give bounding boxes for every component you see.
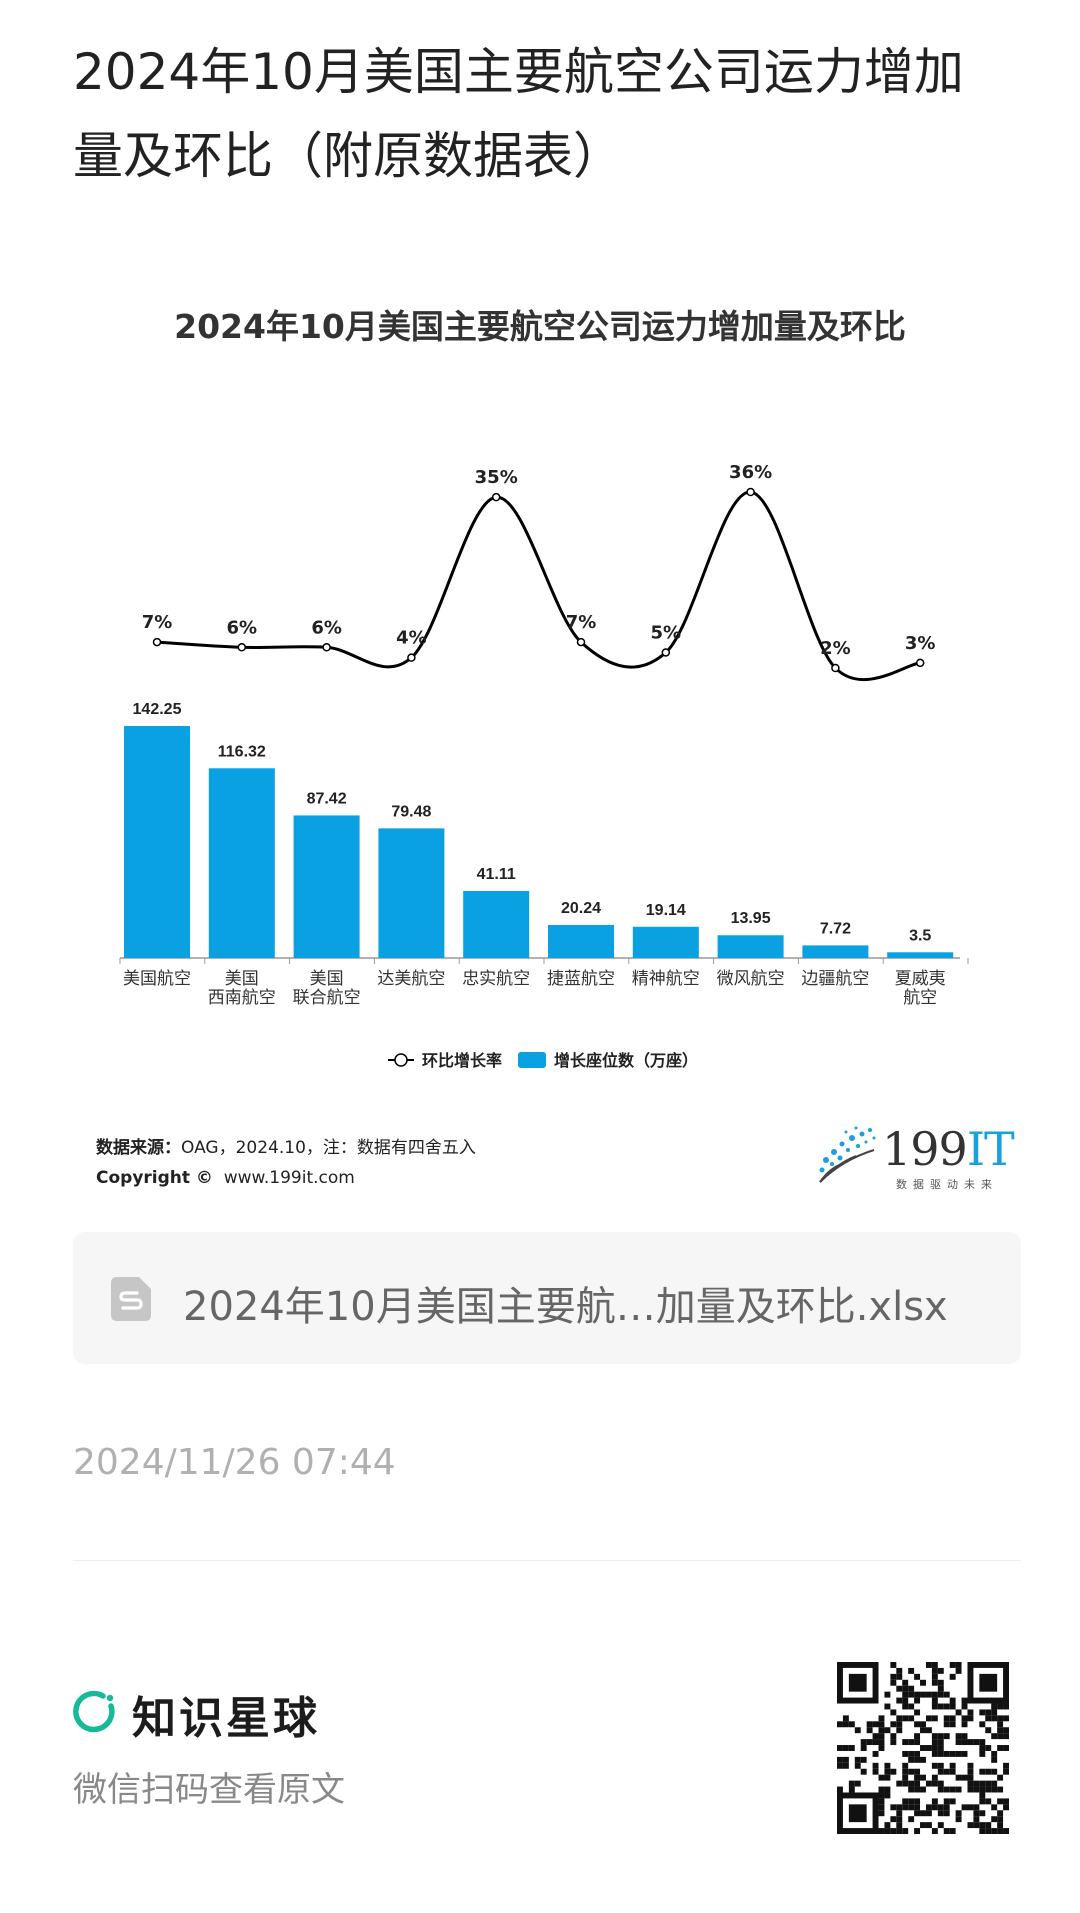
bar-value-label: 142.25 bbox=[133, 701, 182, 718]
line-point bbox=[407, 653, 416, 662]
bar-value-label: 20.24 bbox=[561, 900, 601, 917]
line-point bbox=[322, 643, 331, 652]
bar-value-label: 7.72 bbox=[820, 920, 851, 937]
bar-value-label: 87.42 bbox=[307, 790, 347, 807]
category-label: 微风航空 bbox=[717, 969, 785, 989]
line-value-label: 3% bbox=[905, 633, 936, 654]
bar-value-label: 13.95 bbox=[731, 910, 771, 927]
category-label: 达美航空 bbox=[377, 969, 445, 989]
bar bbox=[293, 815, 360, 958]
scan-hint: 微信扫码查看原文 bbox=[73, 1770, 345, 1810]
line-point bbox=[915, 658, 925, 668]
zsxq-logo-icon bbox=[73, 1690, 115, 1733]
brand-name: 199IT bbox=[882, 1122, 1015, 1176]
category-label: 边疆航空 bbox=[801, 969, 869, 989]
line-point bbox=[831, 663, 840, 673]
line-value-label: 2% bbox=[820, 638, 851, 659]
line-point bbox=[746, 487, 755, 497]
line-value-label: 4% bbox=[396, 628, 427, 649]
bar bbox=[887, 952, 954, 958]
line-value-label: 5% bbox=[651, 622, 682, 643]
line-point bbox=[152, 637, 162, 647]
attachment-file-name[interactable]: 2024年10月美国主要航…加量及环比.xlsx bbox=[183, 1284, 948, 1330]
bar bbox=[124, 726, 190, 958]
bar bbox=[717, 935, 784, 958]
bar bbox=[378, 828, 445, 958]
legend-bar-label: 增长座位数（万座） bbox=[554, 1051, 698, 1070]
category-label: 美国 bbox=[225, 969, 259, 989]
category-label: 忠实航空 bbox=[462, 969, 530, 989]
brand-slogan: 数据驱动未来 bbox=[896, 1178, 998, 1191]
bar bbox=[802, 945, 869, 958]
legend-line-label: 环比增长率 bbox=[422, 1051, 502, 1070]
line-value-label: 6% bbox=[227, 617, 258, 638]
line-value-label: 35% bbox=[475, 467, 518, 488]
line-point bbox=[237, 643, 247, 652]
copyright-url: www.199it.com bbox=[223, 1168, 355, 1188]
bar bbox=[463, 890, 530, 958]
bar bbox=[632, 926, 699, 958]
chart-title: 2024年10月美国主要航空公司运力增加量及环比 bbox=[174, 307, 906, 346]
category-label: 航空 bbox=[903, 988, 937, 1008]
bar bbox=[208, 768, 275, 958]
line-value-label: 6% bbox=[311, 617, 342, 638]
category-label: 美国航空 bbox=[123, 969, 191, 989]
bar bbox=[548, 924, 614, 958]
bar-value-label: 3.5 bbox=[909, 927, 931, 944]
bar-value-label: 116.32 bbox=[218, 743, 266, 760]
line-point bbox=[491, 492, 501, 502]
category-label: 联合航空 bbox=[293, 988, 361, 1008]
post-timestamp: 2024/11/26 07:44 bbox=[73, 1442, 396, 1483]
line-point bbox=[661, 648, 671, 657]
copyright-label: Copyright © bbox=[96, 1168, 213, 1188]
category-label: 夏威夷 bbox=[895, 969, 946, 989]
source-text: OAG，2024.10，注：数据有四舍五入 bbox=[181, 1138, 476, 1158]
legend-line-marker bbox=[394, 1053, 408, 1067]
category-label: 西南航空 bbox=[208, 988, 276, 1008]
line-value-label: 7% bbox=[142, 612, 173, 633]
line-point bbox=[576, 637, 586, 647]
spreadsheet-file-icon bbox=[111, 1277, 151, 1321]
line-value-label: 7% bbox=[566, 612, 597, 633]
bar-value-label: 41.11 bbox=[477, 866, 516, 883]
category-label: 美国 bbox=[310, 969, 344, 989]
divider bbox=[73, 1560, 1021, 1561]
attachment-card[interactable]: 2024年10月美国主要航…加量及环比.xlsx bbox=[73, 1232, 1021, 1364]
brand-logo: 199IT 数据驱动未来 bbox=[812, 1120, 1015, 1200]
category-label: 捷蓝航空 bbox=[547, 969, 615, 989]
dots-logo-icon bbox=[819, 1126, 876, 1183]
growth-rate-line bbox=[156, 490, 921, 682]
line-value-label: 36% bbox=[729, 462, 772, 483]
bar-value-label: 19.14 bbox=[646, 902, 686, 919]
source-label: 数据来源： bbox=[96, 1138, 181, 1158]
category-label: 精神航空 bbox=[632, 969, 700, 989]
app-name: 知识星球 bbox=[132, 1693, 320, 1744]
post-title: 2024年10月美国主要航空公司运力增加量及环比（附原数据表） bbox=[73, 43, 964, 185]
chart: 142.25美国航空116.32美国西南航空87.42美国联合航空79.48达美… bbox=[119, 462, 969, 1070]
bar-value-label: 79.48 bbox=[391, 803, 431, 820]
legend-bar-swatch bbox=[518, 1052, 546, 1068]
data-source: 数据来源：OAG，2024.10，注：数据有四舍五入 Copyright © w… bbox=[96, 1133, 476, 1193]
qr-code[interactable] bbox=[837, 1662, 1009, 1834]
